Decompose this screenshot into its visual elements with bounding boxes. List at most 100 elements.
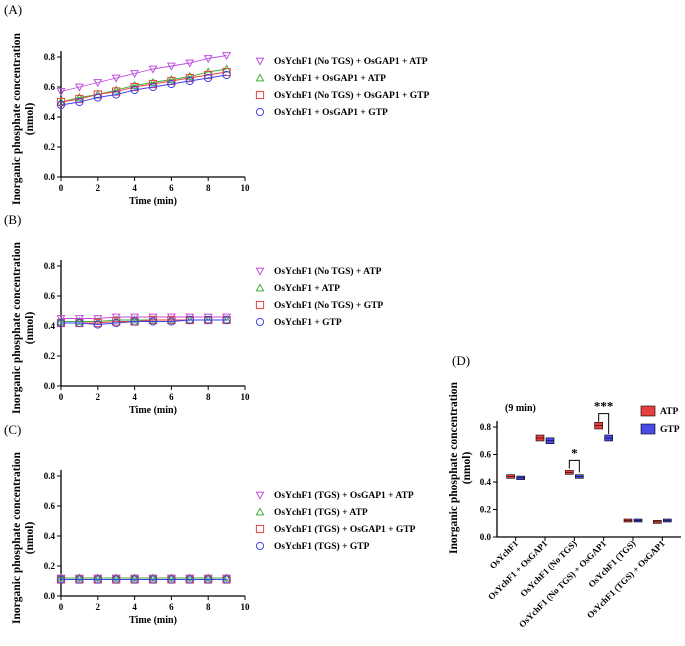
y-axis-title: Inorganic phosphate concentration	[11, 241, 23, 413]
y-tick-label: 0.2	[44, 142, 56, 152]
legend-entry: OsYchF1 (TGS) + ATP	[274, 507, 368, 518]
data-point	[56, 316, 66, 325]
data-point	[130, 575, 139, 584]
x-tick-label: 6	[169, 602, 174, 612]
legend-marker	[255, 317, 265, 327]
series-line	[60, 74, 227, 106]
x-tick-label: 6	[169, 183, 174, 193]
series-line	[60, 68, 227, 103]
legend-entry: OsYchF1 (No TGS) + OsGAP1 + GTP	[274, 90, 429, 101]
data-point	[93, 575, 102, 584]
data-point	[148, 79, 158, 89]
data-point	[111, 313, 121, 322]
x-tick-label: 8	[206, 602, 211, 612]
data-point	[185, 73, 194, 83]
legend-marker	[255, 90, 265, 100]
data-point	[167, 76, 176, 86]
data-point	[222, 313, 232, 322]
y-tick-label: 0.8	[480, 422, 492, 432]
data-point	[185, 71, 195, 80]
legend-marker	[255, 57, 265, 66]
x-axis-title: Time (min)	[129, 196, 177, 207]
legend-entry: OsYchF1 (No TGS) + OsGAP1 + ATP	[274, 56, 428, 67]
legend-entry: OsYchF1 (No TGS) + GTP	[274, 300, 383, 311]
data-point	[148, 313, 158, 322]
data-point	[130, 70, 140, 79]
series-1	[56, 52, 232, 97]
data-point	[166, 74, 176, 83]
x-tick-label: 10	[241, 602, 251, 612]
data-point	[148, 575, 158, 584]
data-point	[112, 90, 121, 99]
time-annotation: (9 min)	[505, 403, 536, 414]
y-tick-label: 0.6	[44, 291, 56, 301]
significance-bracket	[598, 413, 610, 434]
bar-group	[653, 518, 672, 524]
data-point	[111, 573, 121, 582]
data-point	[111, 74, 121, 83]
data-point	[93, 573, 103, 582]
panel-label: (A)	[4, 2, 22, 17]
data-point	[75, 318, 84, 328]
data-point	[222, 52, 232, 61]
series-2	[56, 573, 232, 582]
y-tick-label: 0.4	[44, 321, 56, 331]
line-chart-1: (A) 0 2 4 6 8 10 0.0 0.2 0.4 0.6 0.8 Time (min) Inorg…	[4, 2, 429, 207]
x-axis-title: Time (min)	[129, 615, 177, 626]
data-point	[203, 313, 213, 322]
x-tick-label: 4	[132, 183, 137, 193]
legend-marker	[255, 507, 265, 516]
data-point	[148, 77, 158, 86]
legend-entry: ATP	[660, 407, 678, 417]
significance-label: *	[571, 445, 578, 460]
y-axis-title: Inorganic phosphate concentration	[11, 451, 23, 623]
data-point	[185, 59, 195, 68]
data-point	[166, 313, 176, 322]
panel-label: (D)	[452, 353, 470, 368]
data-point	[130, 80, 140, 89]
data-point	[167, 575, 176, 584]
x-tick-label: 2	[96, 183, 101, 193]
y-axis-title-unit: (nmol)	[24, 522, 36, 555]
x-tick-label: 0	[59, 183, 64, 193]
line-chart-2: (B) 0 2 4 6 8 10 0.0 0.2 0.4 0.6 0.8 Time (min) Inorg…	[4, 212, 383, 416]
series-1	[56, 313, 232, 324]
legend-swatch	[640, 423, 656, 435]
y-axis-title: Inorganic phosphate concentration	[448, 381, 460, 553]
bar-group	[535, 434, 555, 444]
data-point	[222, 315, 231, 325]
x-tick-label: 6	[169, 392, 174, 402]
data-point	[222, 575, 231, 584]
data-point	[112, 575, 121, 584]
y-axis-title: Inorganic phosphate concentration	[11, 32, 23, 204]
data-point	[185, 76, 194, 86]
series-4	[56, 70, 231, 110]
data-point	[130, 313, 140, 322]
significance-label: ***	[594, 399, 614, 414]
x-tick-label: 2	[96, 392, 101, 402]
y-tick-label: 0.0	[480, 532, 492, 542]
y-tick-label: 0.8	[44, 261, 56, 271]
data-point	[56, 88, 66, 97]
y-tick-label: 0.2	[44, 351, 56, 361]
series-4	[56, 575, 231, 584]
data-point	[166, 62, 176, 71]
legend-marker	[255, 73, 265, 82]
series-line	[61, 319, 227, 325]
data-point	[204, 575, 213, 584]
y-tick-label: 0.0	[44, 381, 56, 391]
y-tick-label: 0.4	[44, 531, 56, 541]
legend-entry: GTP	[660, 425, 680, 435]
data-point	[185, 575, 194, 584]
data-point	[166, 573, 176, 582]
line-chart-3: (C) 0 2 4 6 8 10 0.0 0.2 0.4 0.6 0.8 Time (min) Inorg…	[4, 422, 416, 626]
y-tick-label: 0.6	[44, 82, 56, 92]
data-point	[167, 317, 176, 326]
significance-bracket	[568, 459, 580, 473]
data-point	[148, 317, 158, 326]
y-tick-label: 0.0	[44, 172, 56, 182]
data-point	[56, 315, 66, 324]
data-point	[130, 573, 140, 582]
data-point	[74, 573, 84, 582]
